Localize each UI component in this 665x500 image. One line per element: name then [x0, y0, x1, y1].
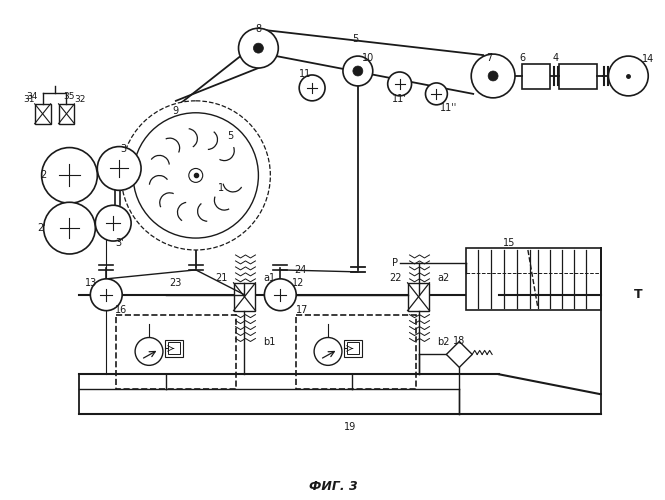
- Text: 31: 31: [23, 96, 35, 104]
- Text: 9: 9: [173, 106, 179, 116]
- Bar: [466, 248, 600, 310]
- Polygon shape: [446, 342, 472, 367]
- Circle shape: [253, 43, 263, 53]
- Text: a1: a1: [263, 273, 275, 283]
- Text: T: T: [634, 288, 642, 301]
- Bar: [116, 314, 235, 389]
- Circle shape: [44, 202, 95, 254]
- Text: a2: a2: [438, 273, 450, 283]
- Text: 21: 21: [215, 273, 228, 283]
- Text: 3: 3: [120, 144, 126, 154]
- Text: 11': 11': [392, 94, 407, 104]
- Text: 10: 10: [362, 53, 374, 63]
- Circle shape: [488, 71, 498, 81]
- Text: 6: 6: [519, 53, 525, 63]
- Text: 14: 14: [642, 54, 654, 64]
- Text: 7: 7: [486, 53, 492, 63]
- Bar: [347, 342, 359, 354]
- Text: 8: 8: [255, 24, 261, 34]
- Text: 22: 22: [390, 273, 402, 283]
- Circle shape: [90, 279, 122, 310]
- Text: 5: 5: [227, 130, 233, 140]
- Bar: [165, 340, 183, 357]
- Text: ФИГ. 3: ФИГ. 3: [309, 480, 357, 493]
- Bar: [35, 104, 51, 124]
- Circle shape: [353, 66, 363, 76]
- Text: 35: 35: [64, 92, 75, 102]
- Circle shape: [299, 75, 325, 101]
- Text: 4: 4: [553, 53, 559, 63]
- Text: b1: b1: [263, 338, 276, 347]
- Bar: [522, 64, 550, 89]
- Circle shape: [42, 148, 97, 204]
- Text: 1: 1: [217, 184, 223, 194]
- Text: 18: 18: [453, 336, 465, 346]
- Text: 12: 12: [292, 278, 305, 288]
- Text: 16: 16: [115, 304, 127, 314]
- Circle shape: [189, 168, 203, 182]
- Text: 13: 13: [85, 278, 98, 288]
- Text: b2: b2: [438, 338, 450, 347]
- Bar: [408, 283, 430, 310]
- Text: 2: 2: [41, 170, 47, 180]
- Circle shape: [265, 279, 296, 310]
- Bar: [559, 64, 597, 89]
- Circle shape: [133, 113, 259, 238]
- Circle shape: [608, 56, 648, 96]
- Text: 2': 2': [37, 223, 46, 233]
- Text: 11: 11: [299, 69, 311, 79]
- Circle shape: [95, 205, 131, 241]
- Circle shape: [121, 101, 271, 250]
- Bar: [344, 340, 362, 357]
- Bar: [233, 283, 255, 310]
- Bar: [168, 342, 180, 354]
- Text: 15: 15: [503, 238, 515, 248]
- Circle shape: [97, 146, 141, 190]
- Text: 32: 32: [74, 96, 86, 104]
- Text: 23: 23: [170, 278, 182, 288]
- Text: 17: 17: [296, 304, 309, 314]
- Circle shape: [388, 72, 412, 96]
- Text: 3': 3': [115, 238, 124, 248]
- Circle shape: [239, 28, 279, 68]
- Text: P: P: [392, 258, 398, 268]
- Circle shape: [314, 338, 342, 365]
- Text: 34: 34: [26, 92, 37, 102]
- Circle shape: [471, 54, 515, 98]
- Bar: [296, 314, 416, 389]
- Bar: [59, 104, 74, 124]
- Circle shape: [343, 56, 373, 86]
- Text: 19: 19: [344, 422, 356, 432]
- Text: 5: 5: [352, 34, 358, 44]
- Text: 11'': 11'': [440, 103, 457, 113]
- Circle shape: [426, 83, 448, 105]
- Circle shape: [135, 338, 163, 365]
- Text: 24: 24: [294, 265, 307, 275]
